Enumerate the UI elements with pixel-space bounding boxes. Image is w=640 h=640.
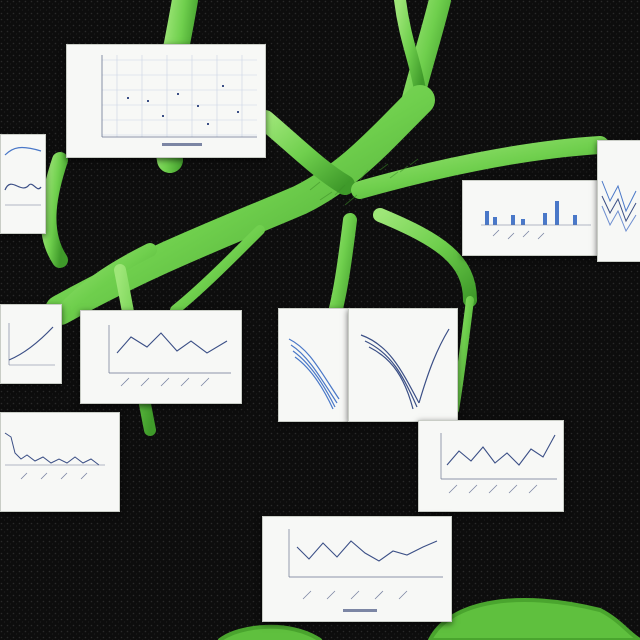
card-right-line bbox=[418, 420, 564, 512]
card-right-bars bbox=[462, 180, 600, 256]
card-left-curve bbox=[0, 304, 62, 384]
caption-bar bbox=[343, 609, 377, 612]
stem-left-arm bbox=[48, 243, 157, 327]
stem-mid-left bbox=[170, 225, 265, 315]
small-line-series-b bbox=[4, 183, 42, 191]
leaf-bottom bbox=[428, 598, 640, 640]
stem-texture bbox=[309, 158, 419, 206]
stem-right-branch bbox=[351, 136, 609, 199]
streams-chart-a bbox=[288, 338, 340, 410]
axis-tick-scribbles bbox=[492, 229, 545, 240]
small-line-chart bbox=[4, 146, 42, 206]
right-line-chart bbox=[440, 433, 557, 494]
stem-main-diagonal bbox=[45, 85, 435, 325]
card-center-streams-b bbox=[348, 308, 458, 422]
bottom-line-chart bbox=[288, 529, 443, 612]
line-chart bbox=[108, 325, 231, 387]
grid bbox=[102, 55, 257, 137]
stem-lower-left bbox=[40, 152, 68, 268]
streams-chart-b bbox=[360, 328, 450, 410]
bars bbox=[485, 201, 577, 225]
curve-chart bbox=[8, 323, 55, 366]
dense-bars-chart bbox=[4, 432, 105, 480]
small-line-series bbox=[4, 146, 42, 156]
curve-series bbox=[8, 326, 54, 361]
card-center-line bbox=[80, 310, 242, 404]
line-series bbox=[296, 540, 438, 562]
caption-bar bbox=[162, 143, 202, 146]
stem-top-right-b bbox=[394, 0, 426, 96]
stem-upper-branch bbox=[255, 110, 355, 195]
card-left-bars bbox=[0, 412, 120, 512]
card-bottom-line bbox=[262, 516, 452, 622]
bars-chart bbox=[481, 201, 591, 240]
leaf-bottom-left bbox=[218, 624, 322, 640]
tick-scribbles bbox=[120, 377, 210, 387]
line-series bbox=[446, 434, 556, 466]
scatter-points bbox=[127, 85, 239, 125]
scatter-grid-chart bbox=[101, 55, 257, 146]
multi-line-chart bbox=[601, 180, 637, 233]
card-scatter-grid bbox=[66, 44, 266, 158]
card-left-small-line bbox=[0, 134, 46, 234]
stem-right-lower bbox=[373, 208, 477, 307]
card-center-streams-a bbox=[278, 308, 350, 422]
card-right-edge-lines bbox=[597, 140, 640, 262]
dense-series bbox=[4, 432, 100, 466]
line-series bbox=[116, 332, 228, 354]
